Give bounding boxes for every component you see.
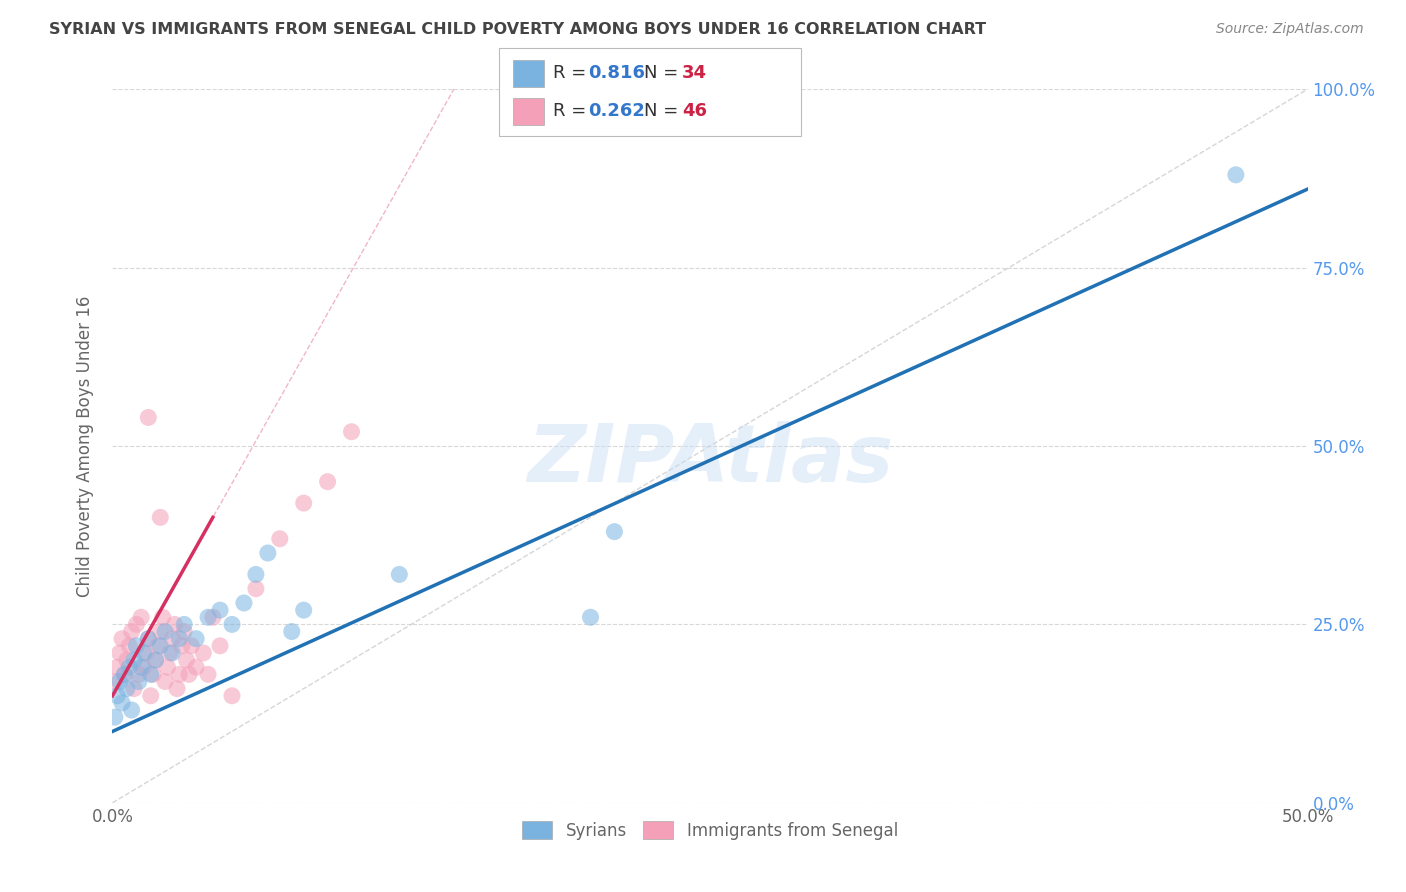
Point [221, 689, 243, 703]
Point [166, 681, 188, 696]
Point [281, 624, 304, 639]
Point [129, 660, 152, 674]
Point [125, 617, 148, 632]
Point [193, 646, 215, 660]
Point [233, 596, 256, 610]
Text: Source: ZipAtlas.com: Source: ZipAtlas.com [1216, 22, 1364, 37]
Point [149, 624, 172, 639]
Point [115, 653, 138, 667]
Point [153, 674, 176, 689]
Point [135, 646, 157, 660]
Point [186, 632, 208, 646]
Point [121, 624, 143, 639]
Point [139, 667, 162, 681]
Point [209, 639, 232, 653]
Point [122, 653, 145, 667]
Point [159, 646, 181, 660]
Point [169, 667, 191, 681]
Point [292, 496, 315, 510]
Point [149, 639, 172, 653]
Text: N =: N = [644, 64, 683, 82]
Point [114, 667, 135, 681]
Point [180, 639, 202, 653]
Point [129, 610, 152, 624]
Point [128, 674, 150, 689]
Point [292, 603, 315, 617]
Point [156, 660, 179, 674]
Point [186, 660, 208, 674]
Point [1225, 168, 1247, 182]
Point [104, 710, 127, 724]
Point [340, 425, 363, 439]
Point [316, 475, 339, 489]
Text: 34: 34 [682, 64, 707, 82]
Text: ZIPAtlas: ZIPAtlas [527, 421, 893, 500]
Point [138, 632, 160, 646]
Point [108, 674, 131, 689]
Point [121, 703, 143, 717]
Point [104, 674, 127, 689]
Point [149, 510, 172, 524]
Point [111, 632, 134, 646]
Point [111, 696, 134, 710]
Point [115, 681, 138, 696]
Point [142, 667, 165, 681]
Text: N =: N = [644, 103, 683, 120]
Point [245, 567, 267, 582]
Point [162, 646, 183, 660]
Point [170, 639, 193, 653]
Text: SYRIAN VS IMMIGRANTS FROM SENEGAL CHILD POVERTY AMONG BOYS UNDER 16 CORRELATION : SYRIAN VS IMMIGRANTS FROM SENEGAL CHILD … [49, 22, 987, 37]
Point [128, 667, 150, 681]
Point [163, 617, 186, 632]
Point [388, 567, 411, 582]
Text: R =: R = [553, 103, 592, 120]
Point [105, 689, 128, 703]
Point [132, 646, 155, 660]
Point [125, 639, 148, 653]
Point [118, 639, 141, 653]
Point [169, 632, 191, 646]
Point [197, 610, 219, 624]
Point [173, 617, 195, 632]
Y-axis label: Child Poverty Among Boys Under 16: Child Poverty Among Boys Under 16 [76, 295, 94, 597]
Point [176, 653, 198, 667]
Point [114, 667, 135, 681]
Point [138, 410, 160, 425]
Point [152, 610, 174, 624]
Point [603, 524, 626, 539]
Point [579, 610, 602, 624]
Point [122, 681, 145, 696]
Point [146, 639, 169, 653]
Point [162, 632, 183, 646]
Point [257, 546, 280, 560]
Point [118, 660, 141, 674]
Point [201, 610, 224, 624]
Point [221, 617, 243, 632]
Point [108, 646, 131, 660]
Legend: Syrians, Immigrants from Senegal: Syrians, Immigrants from Senegal [513, 814, 907, 848]
Point [138, 632, 160, 646]
Point [173, 624, 195, 639]
Point [145, 653, 167, 667]
Text: 0.816: 0.816 [588, 64, 645, 82]
Text: 46: 46 [682, 103, 707, 120]
Point [245, 582, 267, 596]
Point [139, 689, 162, 703]
Point [132, 660, 155, 674]
Text: 0.262: 0.262 [588, 103, 644, 120]
Point [145, 653, 167, 667]
Point [177, 667, 200, 681]
Point [269, 532, 291, 546]
Point [197, 667, 219, 681]
Text: R =: R = [553, 64, 592, 82]
Point [153, 624, 176, 639]
Point [105, 660, 128, 674]
Point [209, 603, 232, 617]
